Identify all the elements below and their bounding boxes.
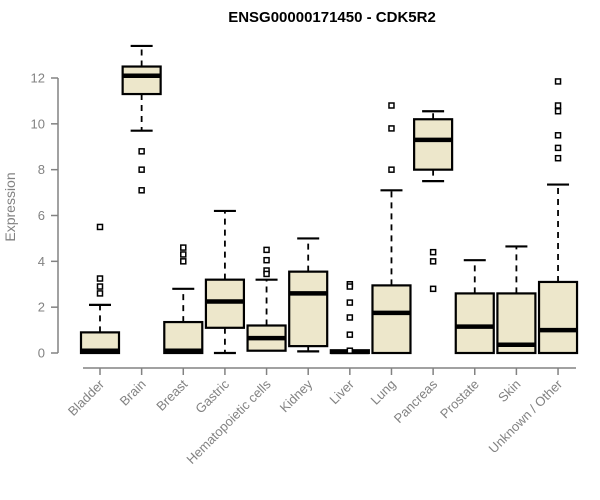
y-tick-label: 12 [31, 71, 45, 86]
box-body [371, 284, 412, 355]
box-lung [371, 102, 412, 355]
box-series [79, 44, 579, 355]
box-brain [121, 44, 162, 194]
outlier-point [263, 270, 270, 278]
box-unknown-other [537, 78, 579, 355]
box-gastric [204, 209, 246, 355]
outlier-point [554, 144, 562, 152]
y-tick-label: 8 [38, 162, 45, 177]
outlier-point [554, 107, 562, 115]
box-body [537, 280, 579, 355]
box-breast [163, 244, 204, 355]
box-body [204, 278, 246, 329]
outlier-point [96, 275, 104, 282]
outlier-point [554, 154, 562, 162]
x-category-label: Bladder [65, 376, 108, 419]
outlier-point [429, 248, 437, 256]
x-category-label: Gastric [192, 376, 232, 416]
y-tick-label: 10 [31, 116, 45, 131]
outlier-point [180, 258, 187, 265]
box-body [121, 65, 162, 96]
x-category-label: Breast [153, 376, 190, 413]
outlier-point [263, 246, 270, 254]
x-category-label: Brain [117, 377, 149, 409]
outlier-point [180, 251, 187, 258]
box-body [454, 292, 495, 355]
box-prostate [454, 259, 495, 355]
outlier-point [263, 256, 270, 264]
outlier-point [554, 78, 562, 85]
outlier-point [138, 166, 145, 173]
outlier-point [96, 290, 104, 297]
box-hematopoietic-cells [246, 246, 287, 352]
box-bladder [79, 223, 121, 355]
x-category-label: Liver [326, 376, 357, 407]
outlier-point [346, 314, 354, 321]
outlier-point [96, 223, 104, 231]
outlier-point [138, 187, 145, 194]
y-tick-label: 6 [38, 208, 45, 223]
outlier-point [346, 347, 354, 354]
x-category-label: Prostate [437, 377, 482, 422]
box-body [413, 118, 454, 171]
box-kidney [288, 237, 329, 353]
y-tick-label: 0 [38, 346, 45, 361]
outlier-point [388, 166, 395, 173]
outlier-point [429, 258, 437, 265]
outlier-point [346, 283, 354, 290]
box-body [163, 320, 204, 355]
outlier-point [346, 299, 354, 306]
y-axis-label: Expression [2, 172, 18, 241]
x-category-label: Pancreas [391, 376, 441, 426]
outlier-point [180, 244, 187, 251]
x-category-label: Skin [495, 377, 523, 405]
chart-title: ENSG00000171450 - CDK5R2 [228, 9, 436, 26]
box-body [79, 331, 121, 355]
outlier-point [388, 125, 395, 132]
box-liver [329, 281, 370, 355]
box-body [288, 270, 329, 348]
outlier-point [96, 283, 104, 290]
outlier-point [138, 148, 145, 155]
y-tick-label: 2 [38, 300, 45, 315]
y-tick-label: 4 [38, 254, 45, 269]
x-category-label: Unknown / Other [486, 376, 566, 456]
x-category-label: Lung [368, 377, 399, 408]
outlier-point [388, 102, 395, 109]
outlier-point [429, 285, 437, 293]
box-pancreas [413, 110, 454, 293]
box-skin [496, 245, 537, 355]
outlier-point [554, 102, 562, 109]
outlier-point [346, 331, 354, 338]
outlier-point [554, 132, 562, 139]
x-category-label: Kidney [277, 376, 316, 415]
